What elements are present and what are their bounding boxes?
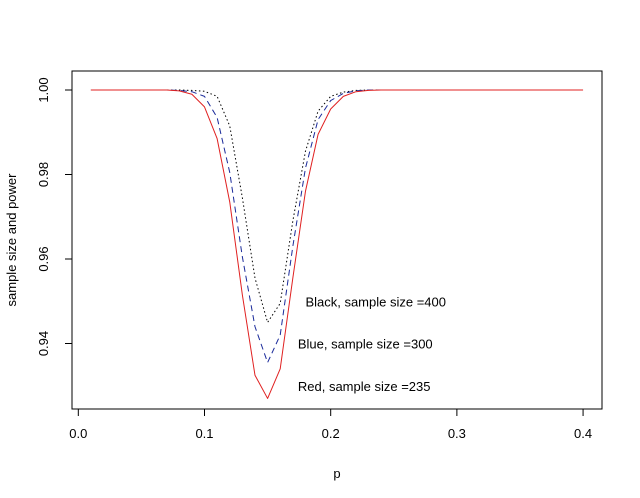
y-tick-label: 0.98: [36, 162, 51, 187]
x-tick-label: 0.0: [69, 426, 87, 441]
x-tick-label: 0.3: [448, 426, 466, 441]
annotation-label: Black, sample size =400: [305, 294, 446, 309]
annotation-label: Red, sample size =235: [298, 379, 431, 394]
x-axis-title: p: [333, 466, 340, 481]
x-tick-label: 0.1: [195, 426, 213, 441]
y-tick-label: 1.00: [36, 77, 51, 102]
series-layer: [90, 89, 584, 399]
series-line-300: [90, 89, 584, 364]
y-axis-title: sample size and power: [4, 173, 19, 307]
x-tick-label: 0.4: [574, 426, 592, 441]
y-tick-label: 0.96: [36, 246, 51, 271]
annotation-label: Blue, sample size =300: [298, 337, 433, 352]
plot-frame: [71, 70, 603, 410]
series-line-400: [90, 89, 584, 323]
x-tick-label: 0.2: [322, 426, 340, 441]
x-axis: 0.0 0.1 0.2 0.3 0.4: [69, 408, 592, 441]
series-line-235: [90, 89, 584, 399]
y-tick-label: 0.94: [36, 331, 51, 356]
annotation-layer: Black, sample size =400 Blue, sample size…: [298, 294, 446, 394]
y-axis: 0.94 0.96 0.98 1.00: [36, 77, 73, 356]
